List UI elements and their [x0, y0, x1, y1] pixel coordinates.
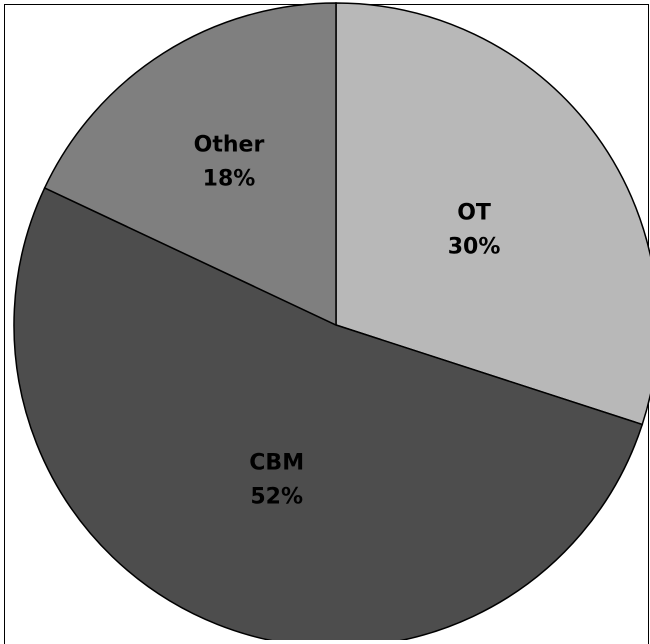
pie-labels: OT 30% CBM 52% Other 18% — [194, 132, 501, 509]
slice-percent-label-other: 18% — [203, 166, 256, 191]
pie-slice-cbm — [13, 186, 644, 640]
pie-slice-ot — [335, 2, 650, 426]
slice-percent-label-ot: 30% — [448, 235, 501, 260]
slice-name-label-other: Other — [194, 132, 265, 157]
slice-percent-label-cbm: 52% — [250, 485, 303, 510]
pie-slice-other — [43, 2, 337, 327]
slice-name-label-ot: OT — [457, 201, 491, 226]
slice-name-label-cbm: CBM — [249, 451, 304, 476]
pie-slices — [13, 2, 650, 640]
